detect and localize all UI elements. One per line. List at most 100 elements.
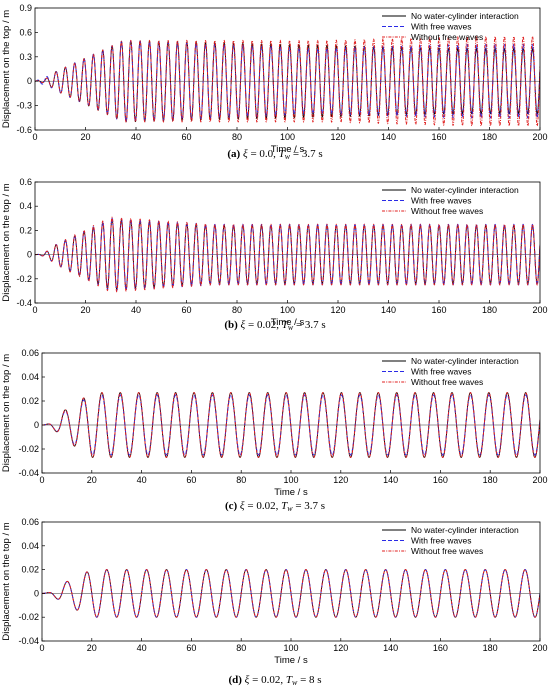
y-tick-label: 0.06 (21, 348, 39, 358)
series-line-3 (35, 35, 540, 127)
x-tick-label: 80 (236, 643, 246, 653)
x-axis-label: Time / s (271, 144, 305, 155)
legend-entry-3: Without free waves (411, 546, 483, 556)
caption-part: w (292, 678, 298, 687)
legend-entry-1: No water-cylinder interaction (411, 525, 519, 535)
x-tick-label: 160 (433, 475, 448, 485)
caption-part: w (287, 504, 293, 513)
chart-panel-3: 0 20 40 60 80 100 120 140 160 180 200 -0.04 -0.02 0 0.… (1, 348, 548, 513)
x-tick-label: 160 (431, 305, 446, 315)
series-line-3 (42, 569, 540, 618)
legend-entry-2: With free waves (411, 22, 471, 32)
x-tick-label: 100 (283, 643, 298, 653)
x-tick-label: 60 (181, 305, 191, 315)
x-tick-label: 40 (137, 475, 147, 485)
x-tick-label: 120 (330, 132, 345, 142)
x-tick-label: 180 (482, 132, 497, 142)
x-tick-label: 0 (39, 643, 44, 653)
legend-entry-2: With free waves (411, 536, 471, 546)
x-tick-label: 120 (333, 475, 348, 485)
panel-caption: (d) ξ = 0.02, Tw = 8 s (228, 674, 321, 687)
x-axis-label: Time / s (274, 487, 308, 498)
y-tick-label: 0.04 (21, 541, 39, 551)
x-tick-label: 140 (383, 643, 398, 653)
x-axis-label: Time / s (274, 655, 308, 666)
x-tick-label: 40 (131, 305, 141, 315)
y-tick-label: 0.02 (21, 565, 39, 575)
caption-part: = 0.02, (245, 500, 281, 512)
legend-entry-1: No water-cylinder interaction (411, 185, 519, 195)
chart-panel-4: 0 20 40 60 80 100 120 140 160 180 200 -0.04 -0.02 0 0.… (1, 517, 548, 687)
x-tick-label: 20 (80, 305, 90, 315)
caption-part: ξ (241, 319, 246, 331)
x-tick-label: 80 (236, 475, 246, 485)
x-tick-label: 140 (381, 305, 396, 315)
caption-part: w (285, 152, 291, 161)
x-tick-label: 100 (283, 475, 298, 485)
x-tick-label: 200 (532, 475, 547, 485)
series-line-3 (35, 216, 540, 293)
x-axis-label: Time / s (271, 317, 305, 328)
caption-part: T (286, 674, 293, 686)
legend-entry-2: With free waves (411, 196, 471, 206)
legend-entry-3: Without free waves (411, 32, 483, 42)
x-tick-label: 60 (186, 643, 196, 653)
x-tick-label: 20 (80, 132, 90, 142)
x-tick-label: 40 (131, 132, 141, 142)
caption-part: = 8 s (297, 674, 321, 686)
y-tick-label: 0 (27, 250, 32, 260)
x-tick-label: 60 (181, 132, 191, 142)
x-tick-label: 160 (433, 643, 448, 653)
caption-part: w (288, 323, 294, 332)
x-tick-label: 140 (381, 132, 396, 142)
x-tick-label: 40 (137, 643, 147, 653)
caption-part: = 3.7 s (290, 148, 322, 160)
caption-part: = 0.0, (248, 148, 279, 160)
y-tick-label: 0.04 (21, 372, 39, 382)
y-tick-label: -0.04 (18, 636, 39, 646)
y-tick-label: -0.02 (18, 444, 39, 454)
y-tick-label: 0.06 (21, 517, 39, 527)
x-tick-label: 80 (232, 132, 242, 142)
x-tick-label: 20 (87, 475, 97, 485)
y-tick-label: -0.02 (18, 612, 39, 622)
x-tick-label: 0 (39, 475, 44, 485)
x-tick-label: 100 (280, 132, 295, 142)
caption-part: = 3.7 s (293, 319, 325, 331)
caption-part: T (282, 319, 289, 331)
y-axis-label: Displacement on the top / m (1, 354, 12, 472)
y-tick-label: 0.3 (19, 52, 32, 62)
panel-caption: (c) ξ = 0.02, Tw = 3.7 s (225, 500, 325, 513)
x-tick-label: 200 (532, 132, 547, 142)
y-axis-label: Displacement on the top / m (1, 522, 12, 640)
legend-entry-3: Without free waves (411, 377, 483, 387)
x-tick-label: 180 (482, 305, 497, 315)
x-tick-label: 200 (532, 643, 547, 653)
y-tick-label: 0.02 (21, 396, 39, 406)
x-tick-label: 0 (32, 132, 37, 142)
panel-caption: (a) ξ = 0.0, Tw = 3.7 s (227, 148, 322, 161)
x-tick-label: 120 (330, 305, 345, 315)
legend-entry-1: No water-cylinder interaction (411, 11, 519, 21)
y-tick-label: -0.4 (16, 298, 32, 308)
x-tick-label: 180 (483, 475, 498, 485)
x-tick-label: 100 (280, 305, 295, 315)
y-axis-label: Displacement on the top / m (1, 183, 12, 301)
legend-entry-3: Without free waves (411, 206, 483, 216)
caption-part: = 3.7 s (293, 500, 325, 512)
caption-part: (c) (225, 500, 238, 512)
caption-part: T (279, 148, 286, 160)
x-tick-label: 180 (483, 643, 498, 653)
y-tick-label: 0.9 (19, 3, 32, 13)
y-tick-label: 0 (27, 76, 32, 86)
x-tick-label: 20 (87, 643, 97, 653)
y-axis-label: Displacement on the top / m (1, 10, 12, 128)
x-tick-label: 140 (383, 475, 398, 485)
x-tick-label: 80 (232, 305, 242, 315)
x-tick-label: 60 (186, 475, 196, 485)
legend-entry-2: With free waves (411, 367, 471, 377)
